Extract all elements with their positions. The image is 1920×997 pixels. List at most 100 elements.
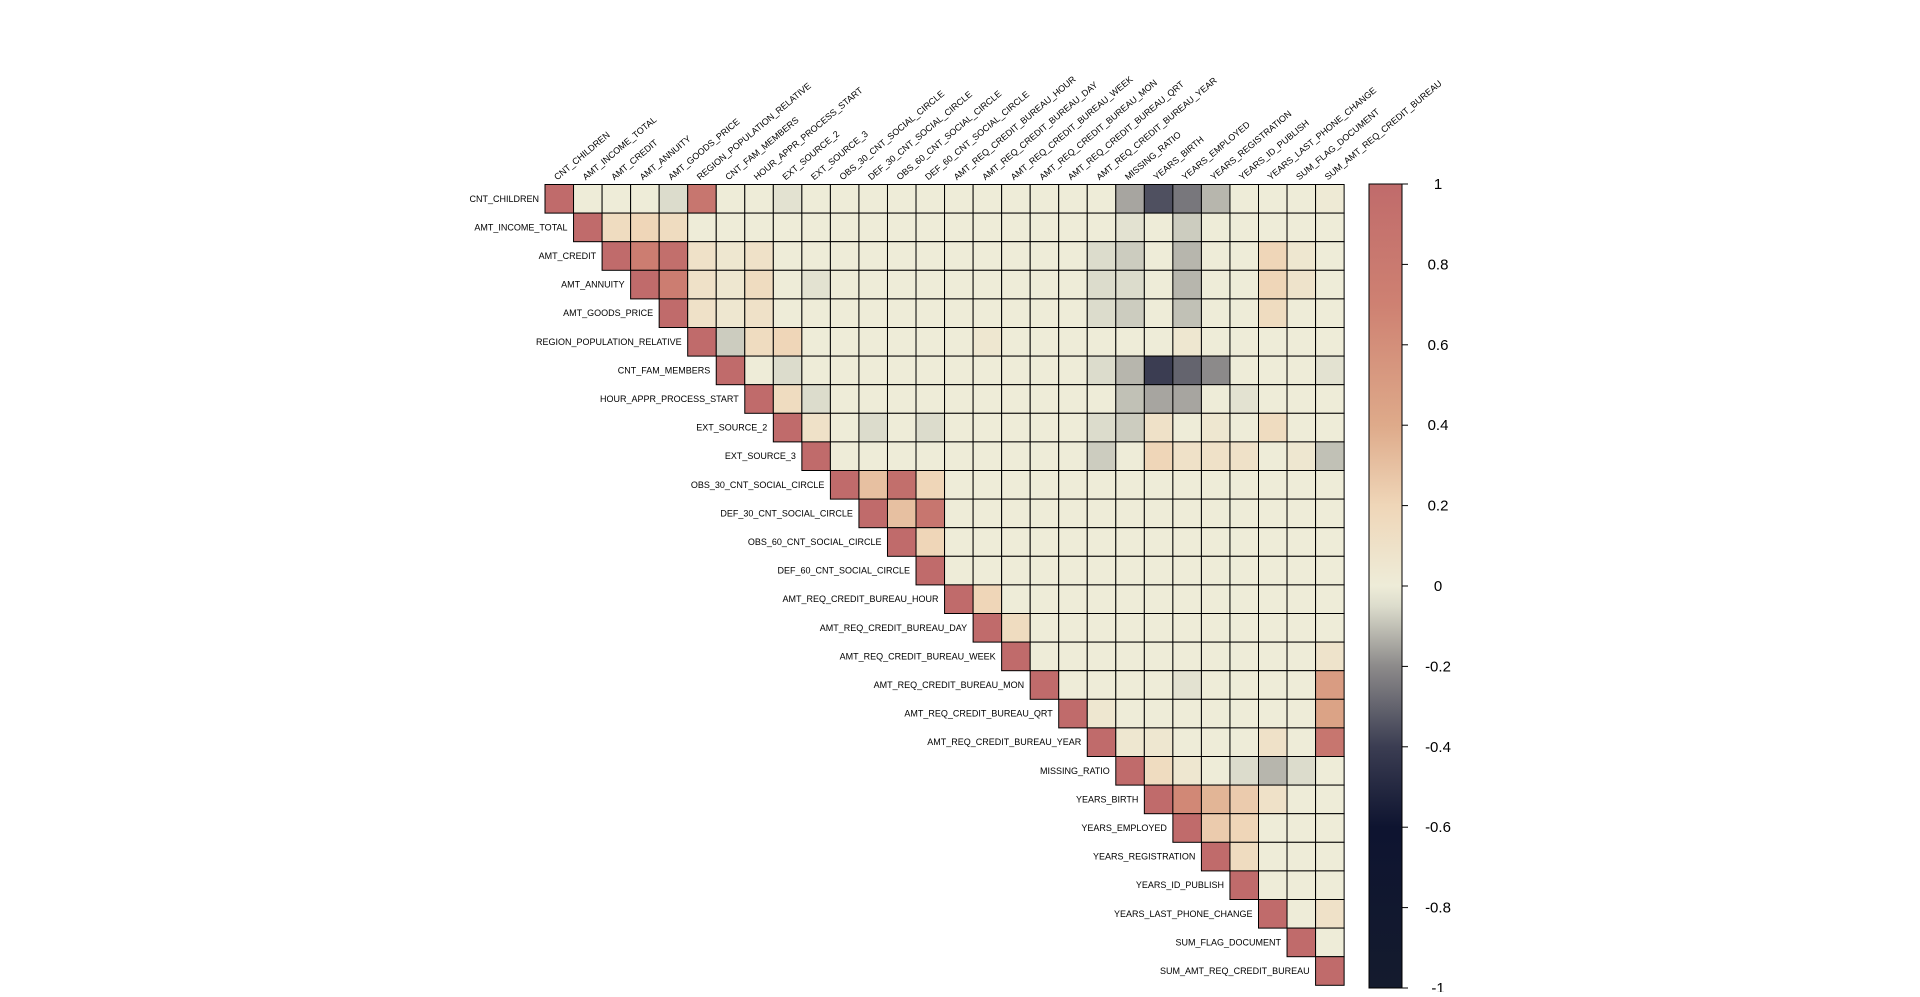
- heatmap-cell: [1229, 241, 1259, 271]
- heatmap-cell: [1115, 355, 1145, 386]
- heatmap-cell: [1286, 584, 1317, 615]
- heatmap-cell: [1001, 641, 1031, 672]
- heatmap-cell: [886, 384, 917, 414]
- heatmap-cell: [801, 441, 831, 471]
- row-label: OBS_60_CNT_SOCIAL_CIRCLE: [748, 537, 882, 547]
- heatmap-cell: [1143, 784, 1174, 815]
- heatmap-cell: [1229, 613, 1259, 643]
- heatmap-cell: [1058, 498, 1088, 529]
- heatmap-cell: [1001, 555, 1031, 586]
- heatmap-cell: [1258, 613, 1288, 643]
- heatmap-cell: [886, 412, 917, 443]
- heatmap-cell: [1229, 784, 1259, 815]
- colorbar-tick-label: -0.6: [1425, 819, 1451, 836]
- row-label: CNT_CHILDREN: [469, 194, 539, 204]
- row-label: YEARS_EMPLOYED: [1081, 823, 1167, 833]
- heatmap-cell: [544, 184, 575, 214]
- heatmap-cell: [1286, 241, 1317, 271]
- heatmap-cell: [972, 184, 1003, 214]
- heatmap-cell: [1001, 527, 1031, 557]
- heatmap-cell: [1086, 527, 1117, 557]
- heatmap-cell: [915, 327, 946, 357]
- heatmap-cell: [1115, 212, 1145, 243]
- heatmap-cell: [1200, 212, 1231, 243]
- heatmap-cell: [1315, 269, 1345, 300]
- heatmap-cell: [1229, 756, 1259, 786]
- heatmap-cell: [915, 184, 946, 214]
- heatmap-cell: [1143, 269, 1174, 300]
- heatmap-cell: [1229, 412, 1259, 443]
- heatmap-cell: [1229, 841, 1259, 872]
- heatmap-cell: [1258, 269, 1288, 300]
- colorbar-gradient: [1368, 183, 1403, 989]
- heatmap-cell: [715, 298, 746, 328]
- heatmap-cell: [772, 212, 803, 243]
- heatmap-cell: [1172, 355, 1202, 386]
- heatmap-cell: [1229, 727, 1259, 758]
- heatmap-cell: [658, 269, 689, 300]
- heatmap-cell: [1258, 756, 1288, 786]
- heatmap-cell: [1172, 241, 1202, 271]
- heatmap-cell: [1029, 613, 1060, 643]
- colorbar-tick-label: -0.8: [1425, 900, 1451, 917]
- heatmap-cell: [915, 555, 946, 586]
- heatmap-cell: [715, 327, 746, 357]
- row-label: AMT_CREDIT: [539, 251, 597, 261]
- heatmap-cell: [1143, 327, 1174, 357]
- heatmap-cell: [944, 555, 974, 586]
- heatmap-cell: [1286, 498, 1317, 529]
- heatmap-cell: [1115, 670, 1145, 700]
- heatmap-cell: [1058, 355, 1088, 386]
- heatmap-cell: [1058, 184, 1088, 214]
- heatmap-cell: [1229, 555, 1259, 586]
- heatmap-cell: [886, 527, 917, 557]
- heatmap-cell: [858, 269, 888, 300]
- heatmap-cell: [858, 441, 888, 471]
- heatmap-cell: [1200, 298, 1231, 328]
- heatmap-cell: [744, 184, 774, 214]
- heatmap-cell: [1200, 184, 1231, 214]
- heatmap-cell: [1086, 441, 1117, 471]
- heatmap-cell: [1115, 555, 1145, 586]
- heatmap-cell: [886, 241, 917, 271]
- heatmap-cell: [687, 184, 717, 214]
- heatmap-cell: [1286, 899, 1317, 929]
- heatmap-cell: [801, 212, 831, 243]
- heatmap-cell: [1258, 241, 1288, 271]
- heatmap-cell: [1172, 613, 1202, 643]
- heatmap-cell: [915, 355, 946, 386]
- heatmap-cell: [1200, 756, 1231, 786]
- heatmap-cell: [1058, 470, 1088, 500]
- heatmap-cell: [801, 384, 831, 414]
- heatmap-cell: [1143, 184, 1174, 214]
- heatmap-cell: [1029, 584, 1060, 615]
- heatmap-cell: [1286, 412, 1317, 443]
- heatmap-cell: [1058, 613, 1088, 643]
- heatmap-cell: [915, 412, 946, 443]
- heatmap-cell: [972, 613, 1003, 643]
- heatmap-cell: [1200, 641, 1231, 672]
- heatmap-cell: [1172, 727, 1202, 758]
- heatmap-cell: [1115, 298, 1145, 328]
- heatmap-cell: [1115, 269, 1145, 300]
- heatmap-cell: [801, 327, 831, 357]
- heatmap-cell: [1286, 384, 1317, 414]
- heatmap-cell: [858, 412, 888, 443]
- heatmap-cell: [1115, 327, 1145, 357]
- heatmap-cell: [1286, 841, 1317, 872]
- heatmap-cell: [1229, 184, 1259, 214]
- heatmap-cell: [1172, 756, 1202, 786]
- heatmap-cell: [1200, 841, 1231, 872]
- heatmap-cell: [1172, 670, 1202, 700]
- heatmap-cell: [944, 184, 974, 214]
- heatmap-cell: [1172, 470, 1202, 500]
- heatmap-cell: [1229, 698, 1259, 729]
- heatmap-cell: [858, 470, 888, 500]
- heatmap-cell: [1172, 412, 1202, 443]
- row-label: SUM_AMT_REQ_CREDIT_BUREAU: [1160, 966, 1310, 976]
- heatmap-cell: [886, 470, 917, 500]
- heatmap-cell: [1315, 698, 1345, 729]
- row-label: AMT_REQ_CREDIT_BUREAU_DAY: [820, 623, 967, 633]
- heatmap-cell: [1001, 584, 1031, 615]
- heatmap-cell: [1172, 327, 1202, 357]
